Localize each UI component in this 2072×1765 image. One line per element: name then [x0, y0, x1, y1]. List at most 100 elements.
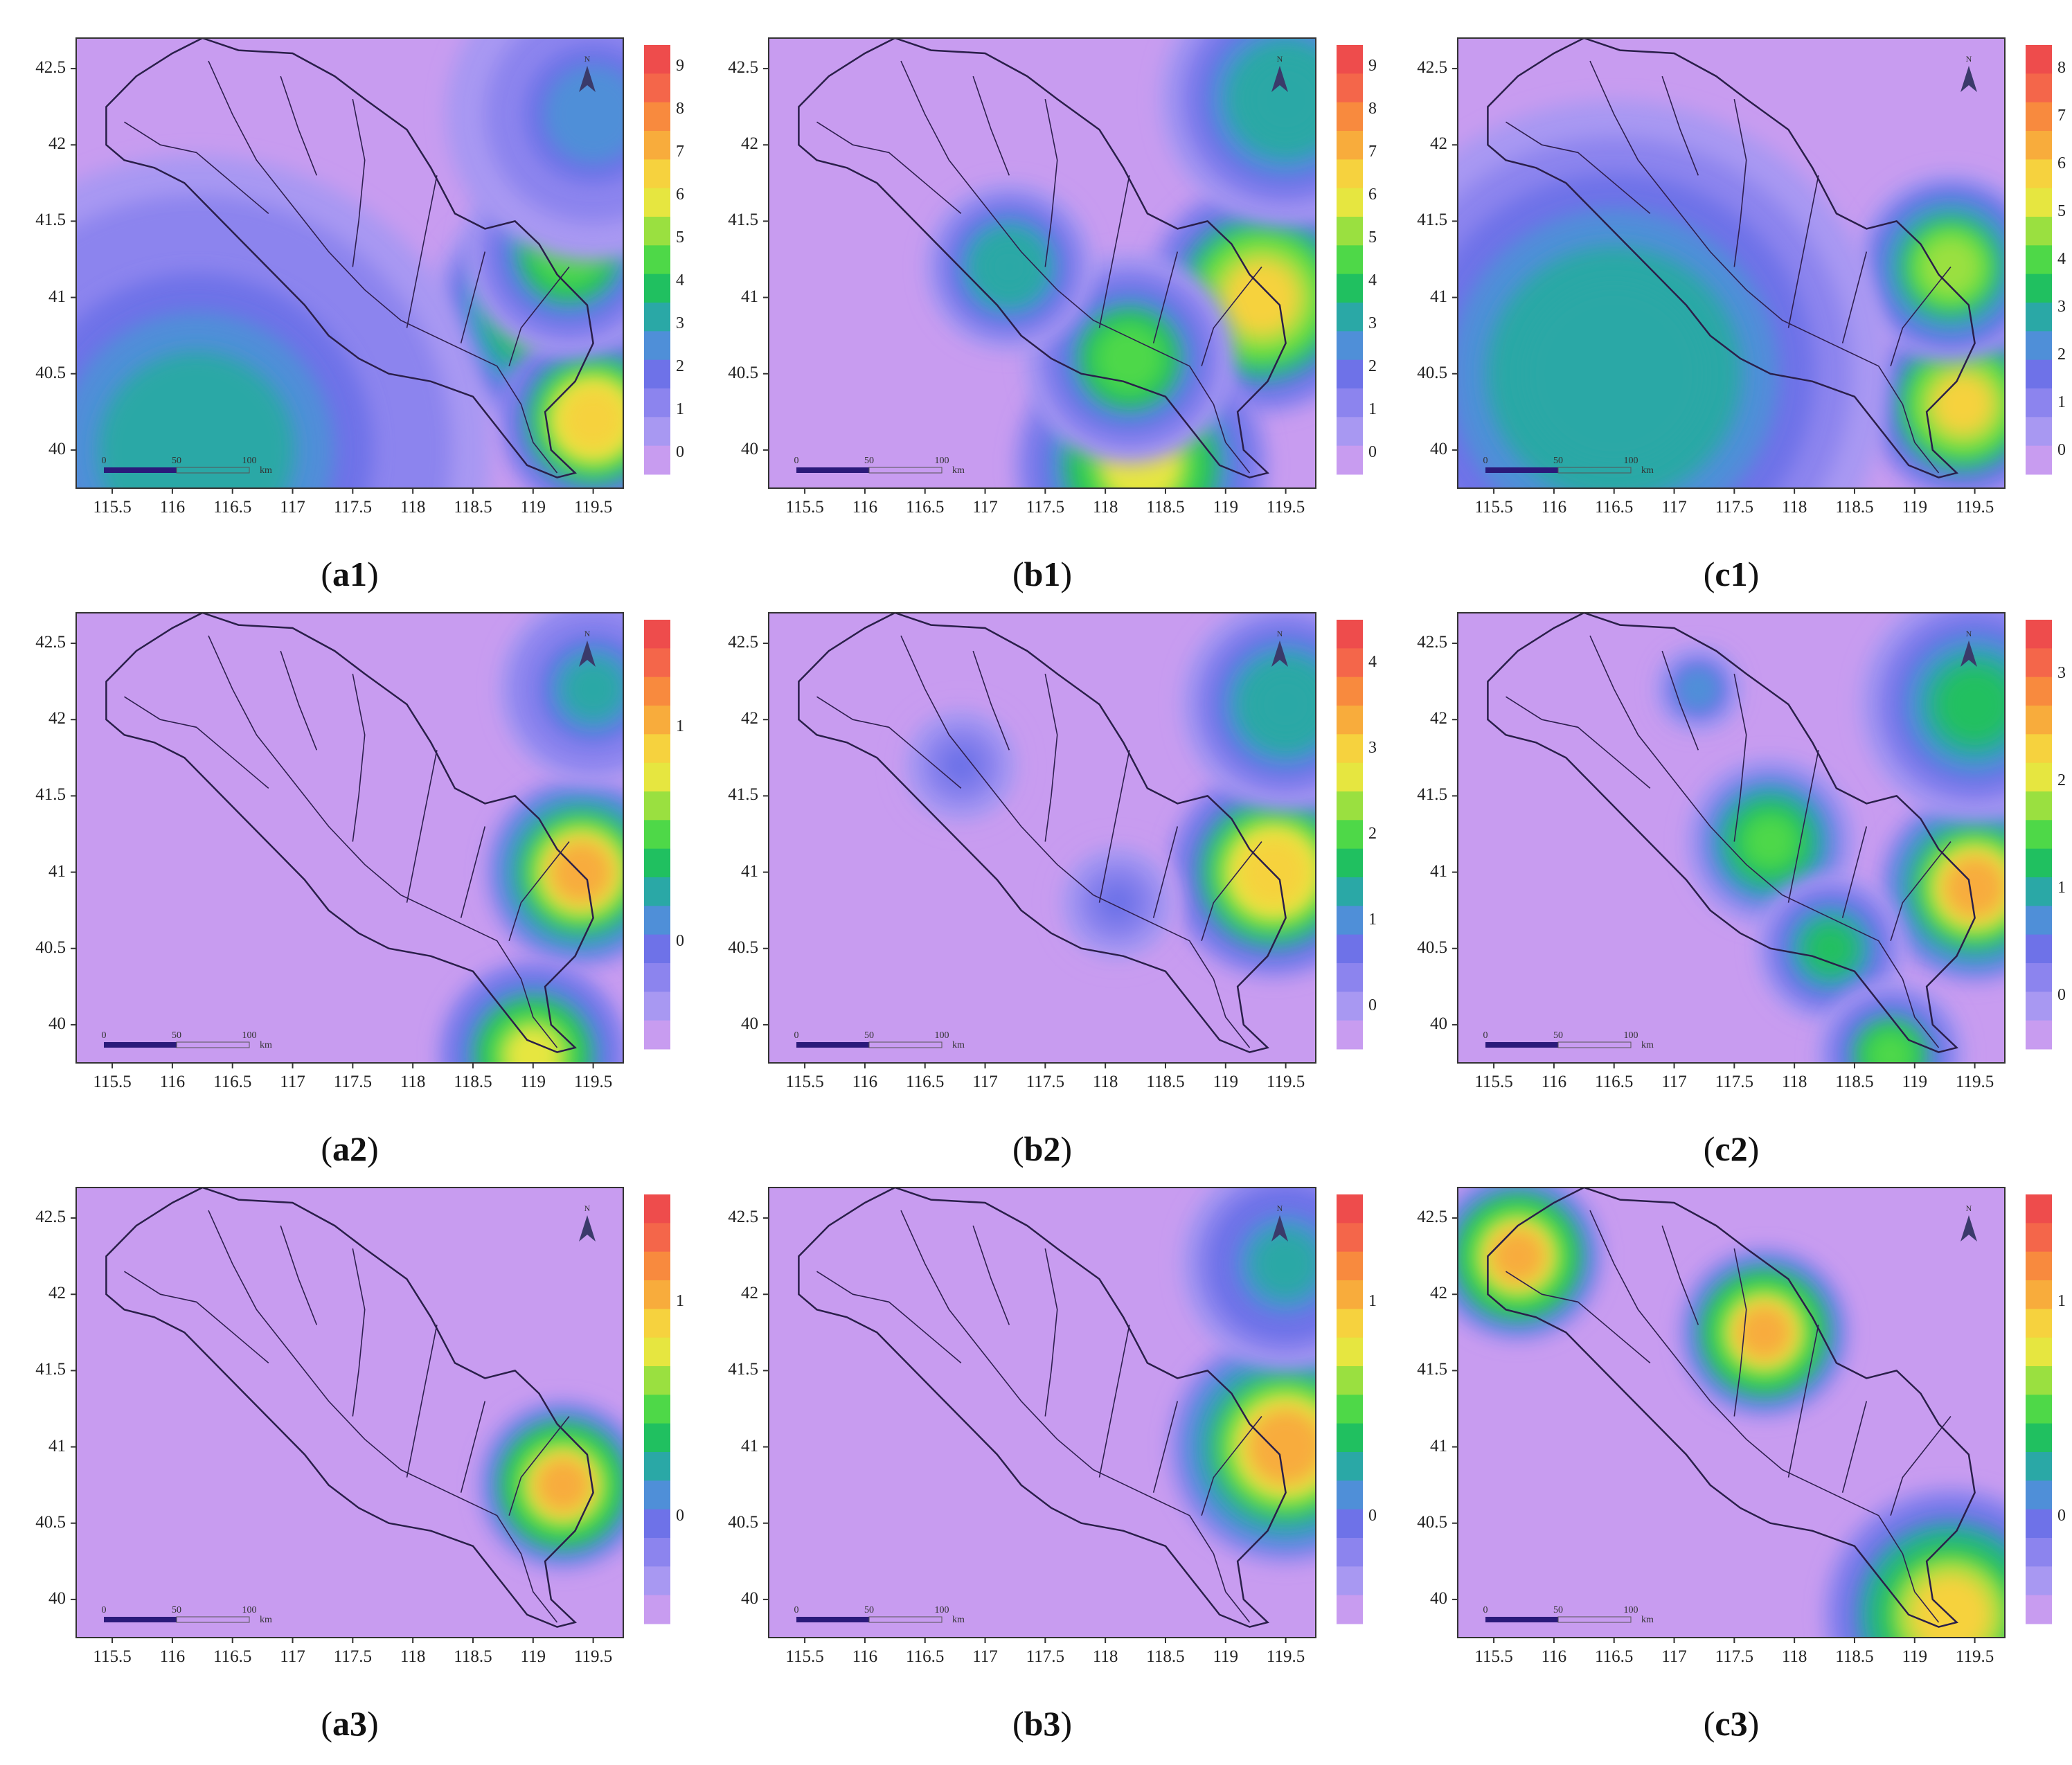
y-tick-label: 42.5	[1417, 58, 1447, 78]
scale-bar-unit: km	[1641, 1040, 1654, 1050]
x-tick-label: 118.5	[454, 498, 492, 517]
x-tick-label: 115.5	[93, 1073, 132, 1091]
panel-caption-label: a3	[332, 1704, 367, 1743]
scale-bar-dark	[1485, 1042, 1558, 1048]
hotspot-ring	[562, 657, 623, 721]
colorbar-segment	[1337, 1337, 1363, 1367]
x-tick-label: 115.5	[1474, 1073, 1513, 1091]
colorbar-segment	[2026, 1480, 2052, 1510]
hotspot-ring	[1805, 924, 1855, 974]
y-tick-label: 41	[1430, 1436, 1447, 1455]
colorbar-segment	[1337, 1223, 1363, 1253]
colorbar-tick-label: 0	[2057, 1507, 2066, 1525]
y-tick-label: 40	[1430, 1588, 1447, 1608]
x-tick-label: 119	[1902, 1073, 1928, 1091]
river-line	[406, 175, 438, 328]
colorbar-segment	[2026, 131, 2052, 160]
x-tick-label: 119	[520, 1073, 546, 1091]
colorbar-tick-label: 1	[1368, 911, 1377, 929]
colorbar-segment	[1337, 1595, 1363, 1624]
colorbar-segment	[644, 1194, 670, 1224]
scale-bar-label: 100	[242, 1605, 257, 1615]
colorbar-tick-label: 4	[2057, 250, 2066, 268]
colorbar-segment	[1337, 620, 1363, 649]
x-tick-label: 117.5	[1715, 498, 1753, 517]
colorbar-segment	[1337, 131, 1363, 160]
colorbar-segment	[2026, 677, 2052, 706]
colorbar-segment	[1337, 1538, 1363, 1567]
scale-bar-light	[868, 1616, 943, 1623]
y-tick-label: 42.5	[35, 633, 66, 652]
colorbar-segment	[2026, 791, 2052, 821]
panel-caption-label: b3	[1024, 1704, 1061, 1743]
map-panel-c2: N 0 50 100 km 42.5 42 41.5 41 40.5 40 115.5 116 116.5…	[1382, 575, 2066, 1168]
basin-boundary	[105, 38, 594, 478]
river-line	[508, 841, 570, 941]
y-tick-label: 41.5	[35, 1360, 66, 1379]
scale-bar-unit: km	[1641, 1615, 1654, 1625]
river-line	[208, 635, 558, 1048]
x-tick-label: 118	[1781, 1073, 1807, 1091]
colorbar-tick-label: 4	[1368, 271, 1377, 289]
y-tick-label: 41	[48, 1436, 66, 1455]
colorbar-segment	[644, 331, 670, 361]
y-tick-label: 42.5	[1417, 633, 1447, 652]
river-line	[900, 635, 1251, 1048]
river-line	[1589, 60, 1940, 474]
north-label: N	[584, 1203, 591, 1213]
river-line	[1044, 1248, 1058, 1417]
river-line	[208, 60, 558, 474]
scale-bar-light	[1557, 1041, 1632, 1048]
colorbar-tick-label: 1	[2057, 878, 2066, 897]
x-tick-label: 117.5	[333, 1647, 372, 1666]
x-tick-label: 119.5	[1955, 1647, 1994, 1666]
x-tick-label: 116	[159, 1073, 186, 1091]
colorbar-tick-label: 2	[2057, 345, 2066, 364]
x-tick-label: 115.5	[1474, 498, 1513, 517]
colorbar-segment	[2026, 1194, 2052, 1224]
panel-caption: (c2)	[1703, 1129, 1760, 1168]
x-tick-label: 118.5	[1835, 1647, 1874, 1666]
scale-bar-label: 100	[935, 1030, 949, 1041]
hotspot-ring	[1238, 836, 1309, 908]
colorbar-tick-label: 0	[2057, 440, 2066, 459]
y-tick-label: 42.5	[728, 58, 758, 78]
colorbar-segment	[2026, 906, 2052, 935]
colorbar-tick-label: 2	[1368, 825, 1377, 843]
hotspot-ring	[1936, 665, 2005, 743]
map-frame	[75, 1187, 624, 1638]
y-tick-label: 42	[48, 134, 66, 154]
colorbar-segment	[2026, 188, 2052, 217]
y-tick-label: 42.5	[35, 58, 66, 78]
x-tick-label: 119.5	[1266, 1647, 1305, 1666]
panel-caption-label: a2	[332, 1129, 367, 1168]
colorbar-segment	[644, 1337, 670, 1367]
scale-bar-dark	[1485, 1617, 1558, 1622]
colorbar-segment	[1337, 303, 1363, 332]
x-tick-label: 118	[400, 1073, 426, 1091]
colorbar-segment	[2026, 648, 2052, 678]
hotspot-ring	[1866, 1030, 1915, 1063]
x-tick-label: 118	[1092, 1073, 1118, 1091]
x-tick-label: 117	[972, 498, 998, 517]
panel-caption: (a1)	[321, 555, 379, 593]
colorbar-segment	[2026, 159, 2052, 189]
y-tick-label: 41	[1430, 861, 1447, 881]
north-label: N	[1966, 629, 1972, 638]
x-tick-label: 117	[280, 498, 305, 517]
y-tick-label: 41	[48, 287, 66, 306]
colorbar-segment	[644, 848, 670, 878]
river-line	[972, 650, 1010, 751]
y-tick-label: 40.5	[728, 1512, 758, 1532]
colorbar-segment	[644, 648, 670, 678]
colorbar-tick-label: 8	[676, 100, 684, 118]
scale-bar-label: 50	[172, 456, 181, 466]
colorbar-segment	[1337, 963, 1363, 992]
map-frame	[1457, 612, 2006, 1064]
north-arrow-icon	[579, 66, 596, 92]
colorbar-tick-label: 3	[2057, 297, 2066, 316]
colorbar-segment	[2026, 1366, 2052, 1395]
colorbar-segment	[1337, 791, 1363, 821]
